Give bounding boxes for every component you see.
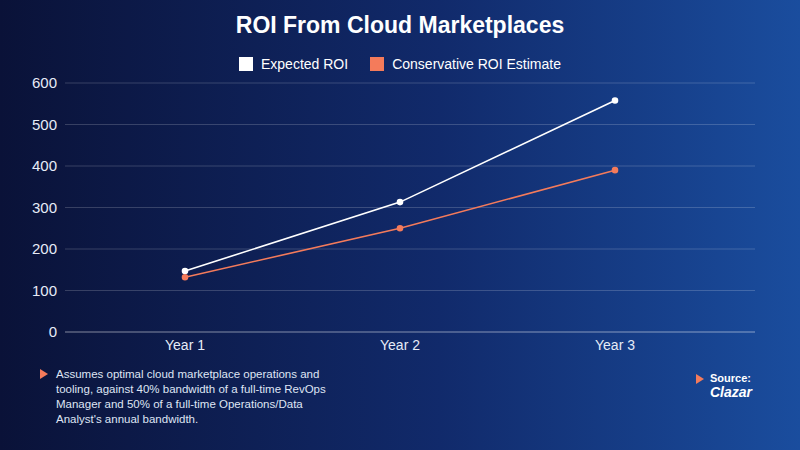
svg-text:600: 600: [32, 74, 57, 91]
html-text:Clazar: Clazar: [710, 384, 752, 400]
svg-text:0: 0: [49, 323, 57, 340]
html-text:ROI From Cloud Marketplaces: ROI From Cloud Marketplaces: [235, 12, 565, 38]
svg-text:500: 500: [32, 116, 57, 133]
svg-text:Year 2: Year 2: [380, 337, 420, 353]
html-text:Source:: Source:: [710, 372, 751, 384]
svg-text:Year 3: Year 3: [595, 337, 635, 353]
svg-text:400: 400: [32, 157, 57, 174]
svg-text:Year 1: Year 1: [165, 337, 205, 353]
html-text:Conservative ROI Estimate: Conservative ROI Estimate: [392, 56, 561, 72]
html-text:Expected ROI: Expected ROI: [261, 56, 349, 72]
svg-text:200: 200: [32, 240, 57, 257]
html-text:Assumes optimal cloud marketpl: Assumes optimal cloud marketplace operat…: [56, 368, 326, 425]
svg-text:300: 300: [32, 199, 57, 216]
svg-text:100: 100: [32, 282, 57, 299]
